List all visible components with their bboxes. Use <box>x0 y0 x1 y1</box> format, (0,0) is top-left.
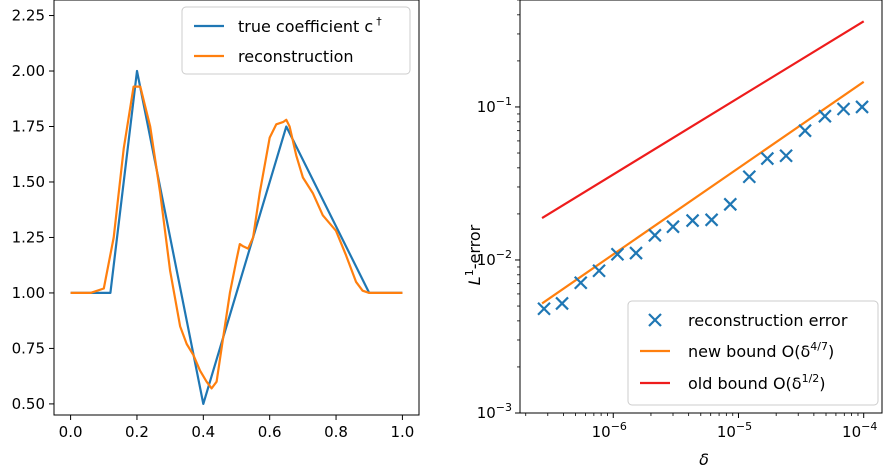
left-y-tick-label: 2.25 <box>12 7 45 25</box>
left-axes-frame <box>53 0 420 416</box>
left-x-tick-label: 0.6 <box>258 423 282 441</box>
legend-label-true-coefficient: true coefficient c † <box>238 15 382 36</box>
left-y-tick-label: 1.25 <box>12 228 45 246</box>
data-point-marker <box>704 213 719 227</box>
right-legend-frame <box>627 300 879 406</box>
left-x-tick-label: 0.8 <box>324 423 348 441</box>
left-x-tick-label: 0.2 <box>125 423 149 441</box>
left-x-tick-label: 0.4 <box>191 423 215 441</box>
right-x-tick-label: 10−6 <box>592 420 627 441</box>
left-y-tick-label: 0.50 <box>12 395 45 413</box>
data-point-marker <box>648 228 662 243</box>
right-y-tick-label: 10−2 <box>477 248 512 269</box>
left-plot-series <box>70 69 403 405</box>
legend-label-new-bound: new bound O(δ4/7) <box>688 340 834 361</box>
right-legend: reconstruction error new bound O(δ4/7) o… <box>627 300 879 406</box>
left-legend: true coefficient c † reconstruction <box>181 6 411 75</box>
left-axes: 0.0 0.2 0.4 0.6 0.8 1.0 0.50 0.75 1.00 1.25 1.50 1.… <box>12 0 420 441</box>
data-point-marker <box>760 151 775 166</box>
data-point-marker <box>555 296 569 311</box>
right-y-tick-label: 10−1 <box>477 95 512 116</box>
legend-label-reconstruction-error: reconstruction error <box>688 311 848 330</box>
data-point-marker <box>723 197 738 212</box>
legend-label-old-bound: old bound O(δ1/2) <box>688 372 826 393</box>
left-x-tick-label: 1.0 <box>390 423 414 441</box>
right-y-axis-label: L1-error <box>463 224 484 285</box>
legend-swatch-reconstruction-error <box>648 313 662 327</box>
data-point-marker <box>537 301 551 316</box>
right-x-tick-label: 10−5 <box>717 420 752 441</box>
data-point-marker <box>779 148 793 163</box>
left-chart-panel: 0.0 0.2 0.4 0.6 0.8 1.0 0.50 0.75 1.00 1.25 1.50 1.… <box>12 0 420 441</box>
data-point-marker <box>855 100 869 114</box>
data-point-marker <box>742 169 757 184</box>
data-point-marker <box>592 264 606 278</box>
series-line-new-bound <box>541 80 865 305</box>
data-point-marker <box>798 123 812 138</box>
data-point-marker <box>610 247 625 262</box>
left-legend-frame <box>181 6 411 75</box>
left-y-tick-label: 1.00 <box>12 284 45 302</box>
right-y-tick-label: 10−3 <box>477 401 512 422</box>
right-chart-panel: 10−6 10−5 10−4 10−3 10−2 10−1 L1-error δ reco… <box>463 0 883 469</box>
data-point-marker <box>573 275 588 290</box>
series-line-true-coefficient <box>70 69 403 405</box>
data-point-marker <box>836 102 851 116</box>
legend-x-marker <box>648 313 662 327</box>
legend-label-reconstruction: reconstruction <box>238 47 354 66</box>
left-y-tick-label: 1.50 <box>12 173 45 191</box>
data-point-marker <box>666 219 680 234</box>
data-point-marker <box>685 213 700 228</box>
right-x-axis-label: δ <box>699 450 709 469</box>
data-point-marker <box>818 109 832 123</box>
series-line-reconstruction <box>70 85 403 390</box>
data-point-marker <box>629 246 643 260</box>
left-y-tick-label: 0.75 <box>12 339 45 357</box>
left-y-tick-label: 2.00 <box>12 62 45 80</box>
right-plot-series <box>537 20 869 316</box>
right-x-tick-label: 10−4 <box>842 420 877 441</box>
right-axes: 10−6 10−5 10−4 10−3 10−2 10−1 <box>477 0 883 441</box>
left-x-tick-label: 0.0 <box>59 423 83 441</box>
series-line-old-bound <box>541 20 865 219</box>
left-y-tick-label: 1.75 <box>12 117 45 135</box>
